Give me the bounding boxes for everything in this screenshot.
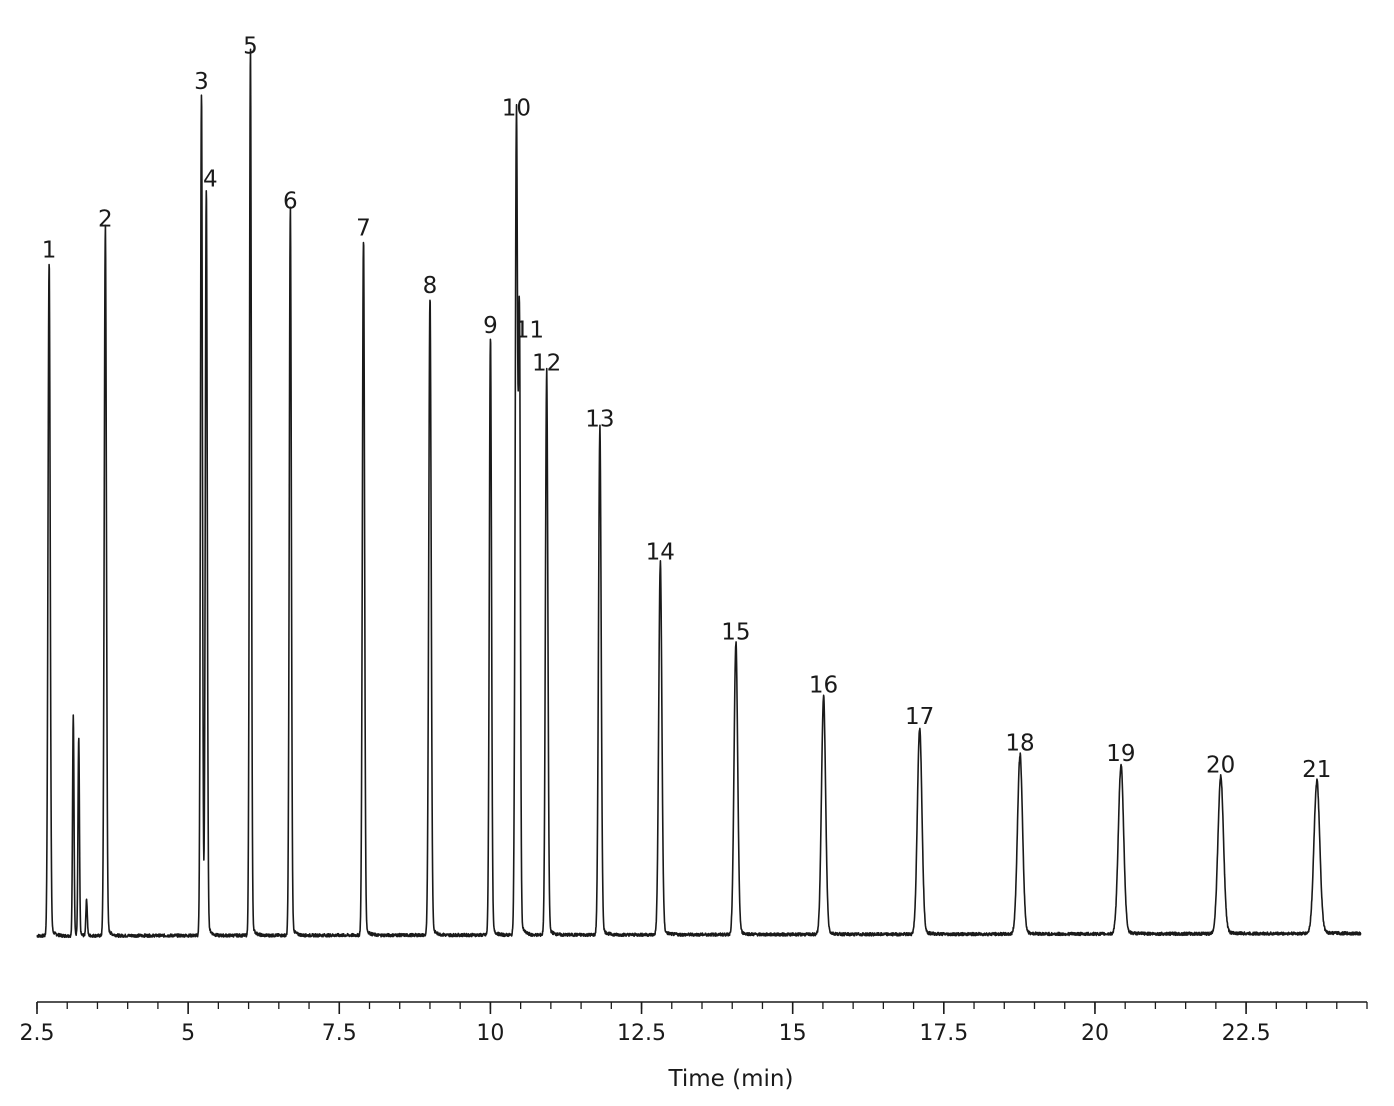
peak-label-20: 20 [1206,753,1235,779]
peak-label-17: 17 [905,704,934,730]
x-tick-label-17.5: 17.5 [919,1021,968,1046]
peak-label-12: 12 [532,350,561,376]
peak-label-3: 3 [194,69,209,95]
peak-label-10: 10 [502,95,531,121]
x-axis: 2.5 5 7.5 10 12.5 15 17.5 20 22.5 [20,1002,1368,1046]
x-tick-label-15: 15 [779,1021,807,1046]
peak-label-9: 9 [483,313,498,339]
peak-label-5: 5 [243,33,258,59]
peak-label-1: 1 [42,238,57,264]
x-tick-label-12.5: 12.5 [617,1021,666,1046]
x-tick-label-10: 10 [476,1021,504,1046]
peak-label-13: 13 [585,406,614,432]
x-tick-label-2.5: 2.5 [20,1021,55,1046]
peak-label-19: 19 [1106,741,1135,767]
peak-label-14: 14 [646,539,675,565]
x-axis-title: Time (min) [668,1066,794,1092]
peak-label-6: 6 [283,189,298,215]
peak-label-7: 7 [356,215,371,241]
peak-label-4: 4 [203,167,218,193]
peak-label-16: 16 [809,673,838,699]
x-tick-label-22.5: 22.5 [1222,1021,1271,1046]
peak-label-8: 8 [423,273,438,299]
chromatogram-trace [37,49,1361,937]
peak-label-2: 2 [98,206,113,232]
x-tick-label-5: 5 [181,1021,195,1046]
peak-label-18: 18 [1005,730,1034,756]
peak-label-11: 11 [515,317,544,343]
peak-label-21: 21 [1302,757,1331,783]
trace-layer [37,49,1361,937]
x-tick-label-20: 20 [1081,1021,1109,1046]
peak-label-15: 15 [721,619,750,645]
x-tick-label-7.5: 7.5 [322,1021,357,1046]
